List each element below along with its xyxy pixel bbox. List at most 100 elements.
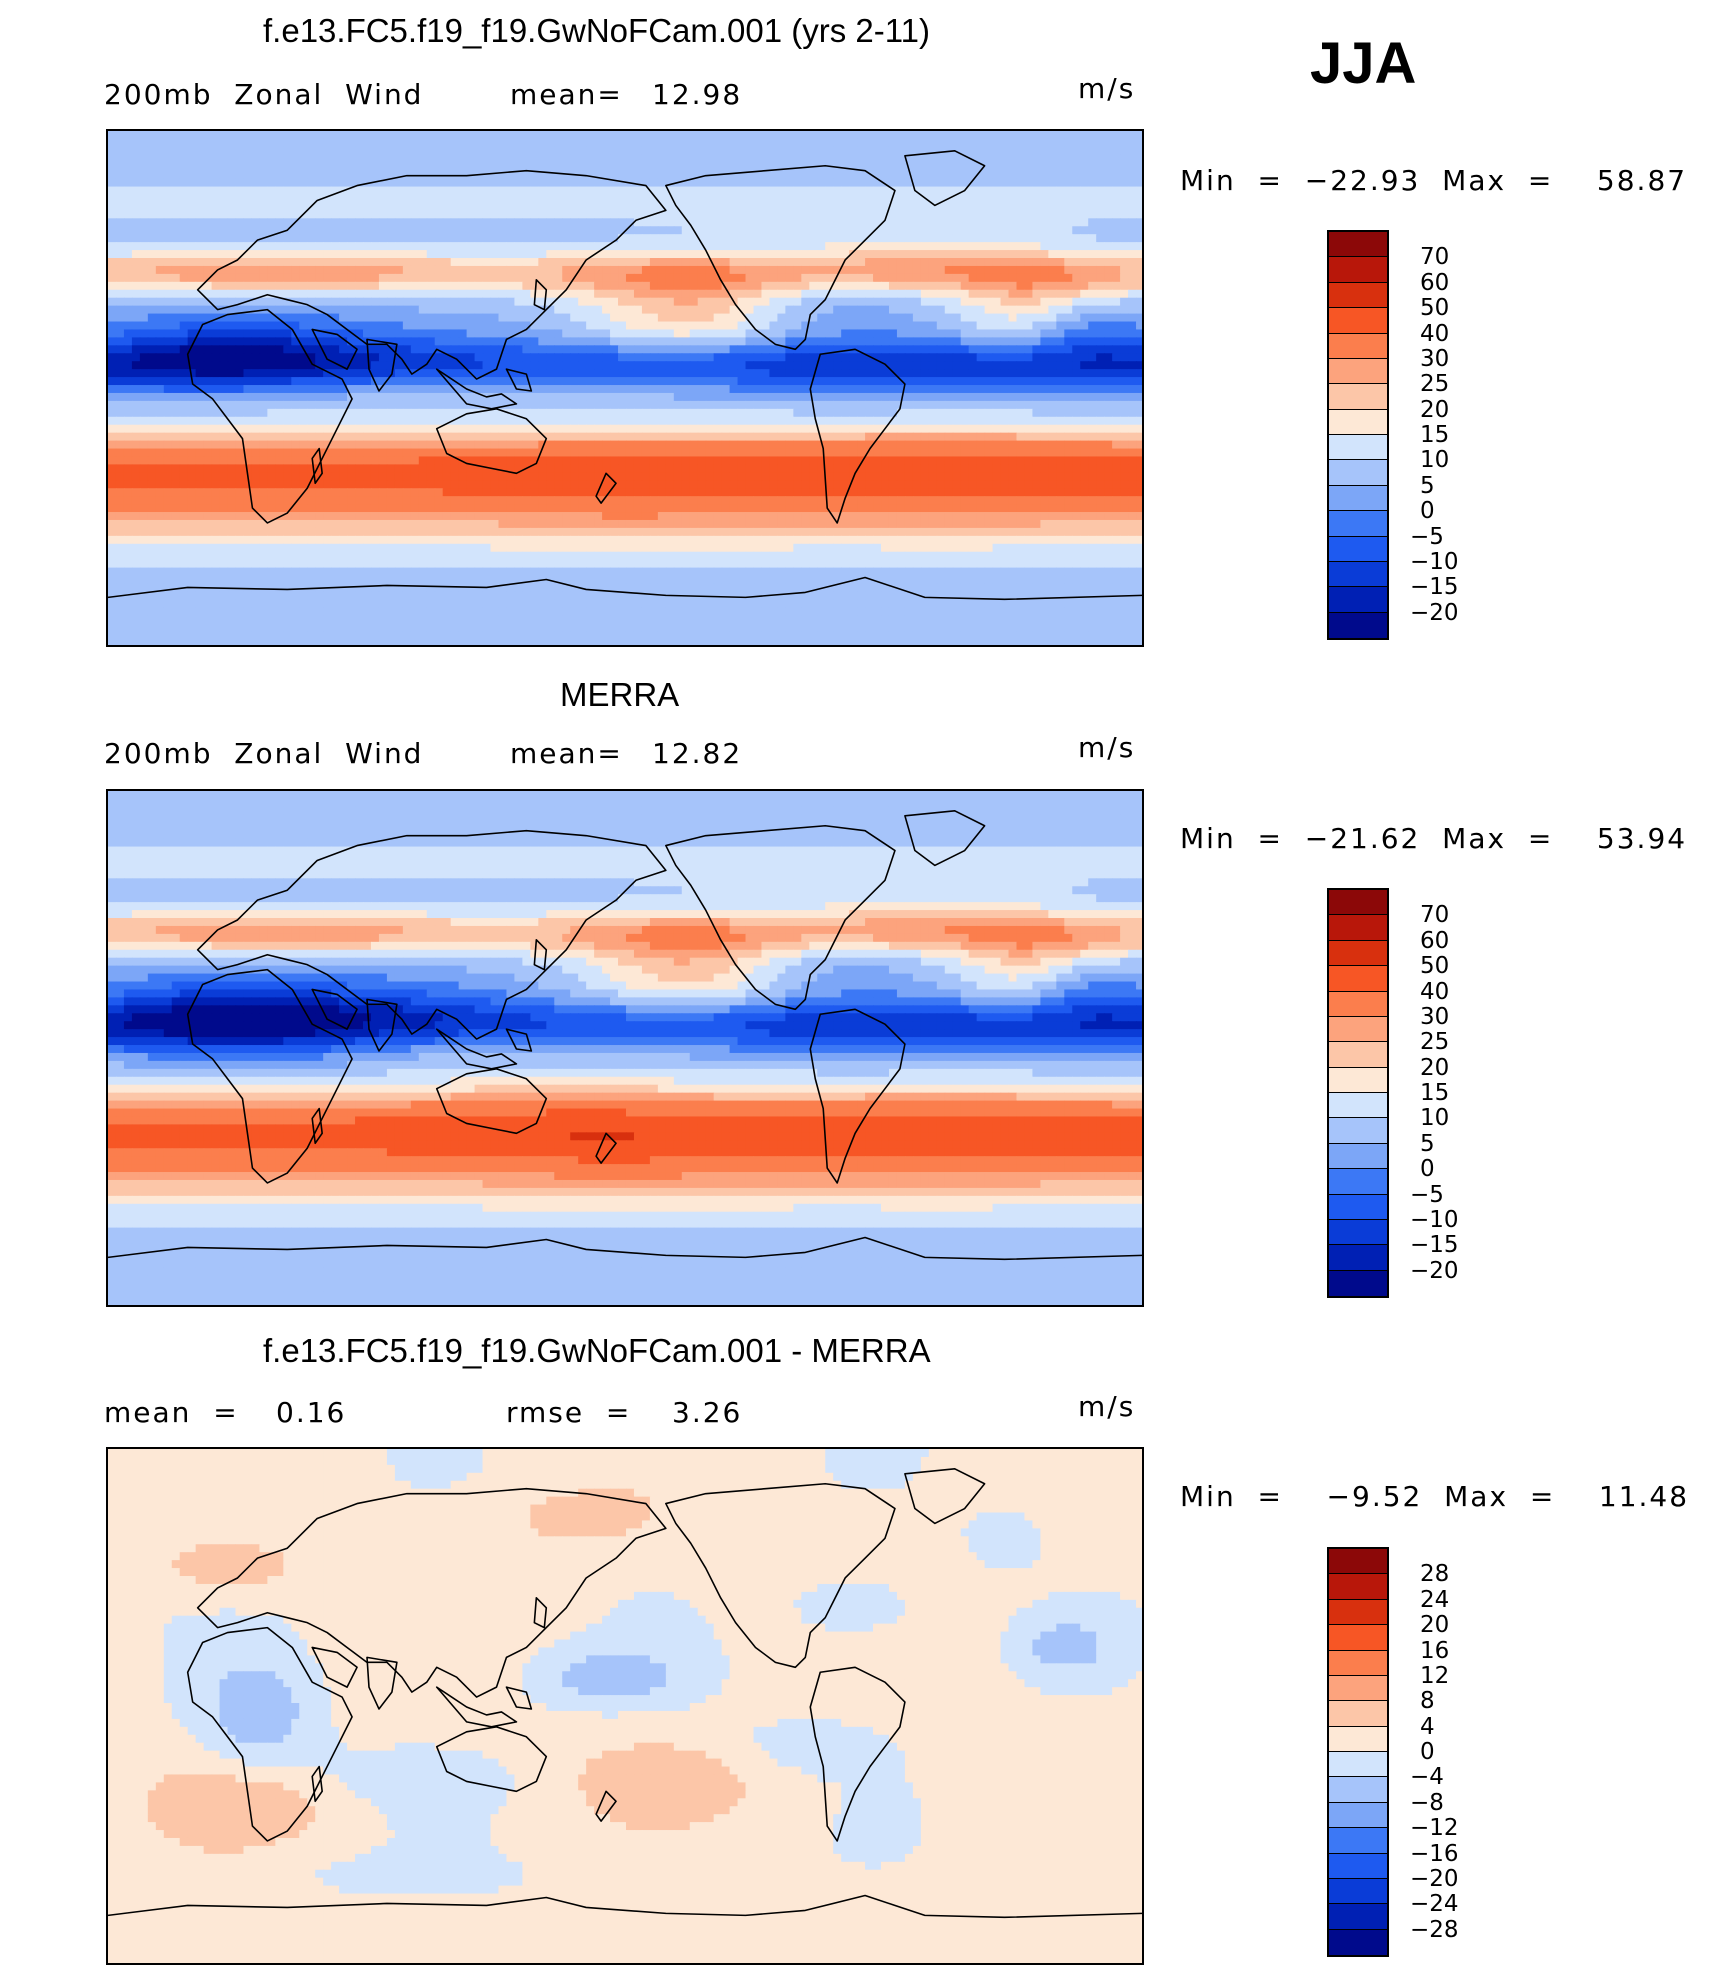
colorbar-tick-label: 24: [1420, 1588, 1449, 1612]
colorbar-swatch: [1329, 511, 1387, 537]
colorbar-swatch: [1329, 1270, 1387, 1296]
colorbar-swatch: [1329, 1853, 1387, 1879]
min-max-readout: Min = −21.62 Max = 53.94: [1180, 822, 1687, 855]
contour-map: [108, 131, 1142, 645]
colorbar-tick-label: 20: [1420, 1056, 1449, 1080]
colorbar-tick-label: 30: [1420, 347, 1449, 371]
contour-map: [108, 1449, 1142, 1963]
colorbar-swatch: [1329, 1093, 1387, 1119]
colorbar-tick-label: −4: [1410, 1766, 1444, 1789]
colorbar-tick-label: −28: [1410, 1918, 1459, 1942]
colorbar-tick-label: 30: [1420, 1005, 1449, 1029]
colorbar-tick-label: 4: [1420, 1715, 1435, 1739]
colorbar-swatch: [1329, 1777, 1387, 1803]
colorbar-swatch: [1329, 915, 1387, 941]
colorbar-swatch: [1329, 1143, 1387, 1170]
colorbar-tick-label: 12: [1420, 1664, 1449, 1688]
colorbar-swatch: [1329, 1574, 1387, 1600]
colorbar-swatch: [1329, 536, 1387, 562]
colorbar-tick-label: 70: [1420, 904, 1449, 927]
colorbar-tick-label: 0: [1420, 500, 1435, 523]
colorbar-swatch: [1329, 1752, 1387, 1778]
colorbar-swatch: [1329, 257, 1387, 283]
panel-title: f.e13.FC5.f19_f19.GwNoFCam.001 - MERRA: [263, 1332, 931, 1370]
panel-title: MERRA: [560, 676, 679, 714]
colorbar-swatch: [1329, 966, 1387, 992]
colorbar-tick-label: −12: [1410, 1817, 1459, 1840]
colorbar-tick-label: −24: [1410, 1893, 1459, 1916]
rmse-value: 3.26: [672, 1396, 742, 1429]
colorbar-tick-label: 50: [1420, 297, 1449, 320]
colorbar-tick-label: 28: [1420, 1563, 1449, 1586]
colorbar-tick-label: −5: [1410, 1183, 1444, 1207]
colorbar-tick-label: 60: [1420, 271, 1449, 295]
min-max-readout: Min = −9.52 Max = 11.48: [1180, 1480, 1689, 1513]
panel-title: f.e13.FC5.f19_f19.GwNoFCam.001 (yrs 2-11…: [263, 12, 930, 50]
map-model: [106, 129, 1144, 647]
map-obs: [106, 789, 1144, 1307]
colorbar: [1327, 1547, 1389, 1957]
colorbar-tick-label: −10: [1410, 550, 1459, 574]
colorbar-swatch: [1329, 485, 1387, 512]
field-label: 200mb Zonal Wind: [104, 78, 423, 111]
colorbar-tick-label: 10: [1420, 1107, 1449, 1130]
colorbar-tick-label: 40: [1420, 980, 1449, 1004]
colorbar-swatch: [1329, 1701, 1387, 1727]
colorbar-tick-label: −15: [1410, 576, 1459, 599]
colorbar-tick-label: −15: [1410, 1234, 1459, 1257]
colorbar-swatch: [1329, 1067, 1387, 1093]
mean-value: 12.82: [652, 737, 742, 770]
colorbar-swatch: [1329, 358, 1387, 385]
colorbar-swatch: [1329, 1675, 1387, 1702]
contour-map: [108, 791, 1142, 1305]
mean-label: mean =: [104, 1396, 239, 1429]
colorbar-tick-label: 70: [1420, 246, 1449, 269]
colorbar-swatch: [1329, 1042, 1387, 1068]
map-diff: [106, 1447, 1144, 1965]
colorbar-swatch: [1329, 587, 1387, 613]
colorbar-swatch: [1329, 1245, 1387, 1271]
colorbar-swatch: [1329, 890, 1387, 916]
colorbar-swatch: [1329, 460, 1387, 486]
colorbar-tick-label: 5: [1420, 1132, 1435, 1156]
field-label: 200mb Zonal Wind: [104, 737, 423, 770]
rmse-label: rmse =: [506, 1396, 631, 1429]
colorbar-tick-label: −20: [1410, 1259, 1459, 1283]
colorbar-swatch: [1329, 1828, 1387, 1854]
colorbar-tick-label: 60: [1420, 929, 1449, 953]
colorbar-tick-label: 15: [1420, 424, 1449, 447]
units-label: m/s: [1078, 731, 1135, 764]
colorbar: [1327, 888, 1389, 1298]
colorbar-tick-label: 0: [1420, 1741, 1435, 1764]
season-label: JJA: [1310, 30, 1416, 97]
min-max-readout: Min = −22.93 Max = 58.87: [1180, 164, 1687, 197]
colorbar-tick-label: −10: [1410, 1208, 1459, 1232]
colorbar-swatch: [1329, 232, 1387, 258]
units-label: m/s: [1078, 1390, 1135, 1423]
colorbar-swatch: [1329, 1904, 1387, 1930]
colorbar-swatch: [1329, 1194, 1387, 1220]
colorbar-swatch: [1329, 1726, 1387, 1752]
colorbar-swatch: [1329, 409, 1387, 435]
colorbar: [1327, 230, 1389, 640]
colorbar-tick-label: 40: [1420, 322, 1449, 346]
mean-label: mean=: [510, 78, 623, 111]
colorbar-tick-label: 25: [1420, 373, 1449, 396]
colorbar-tick-label: 5: [1420, 474, 1435, 498]
colorbar-swatch: [1329, 1802, 1387, 1829]
colorbar-swatch: [1329, 435, 1387, 461]
colorbar-swatch: [1329, 1016, 1387, 1043]
colorbar-swatch: [1329, 1219, 1387, 1246]
colorbar-swatch: [1329, 1599, 1387, 1626]
colorbar-swatch: [1329, 1650, 1387, 1676]
colorbar-tick-label: −16: [1410, 1842, 1459, 1866]
colorbar-tick-label: −8: [1410, 1791, 1444, 1815]
colorbar-swatch: [1329, 308, 1387, 334]
colorbar-tick-label: 16: [1420, 1639, 1449, 1663]
colorbar-swatch: [1329, 991, 1387, 1017]
colorbar-tick-label: 0: [1420, 1158, 1435, 1181]
colorbar-swatch: [1329, 1549, 1387, 1575]
colorbar-swatch: [1329, 1118, 1387, 1144]
colorbar-tick-label: −20: [1410, 601, 1459, 625]
mean-label: mean=: [510, 737, 623, 770]
